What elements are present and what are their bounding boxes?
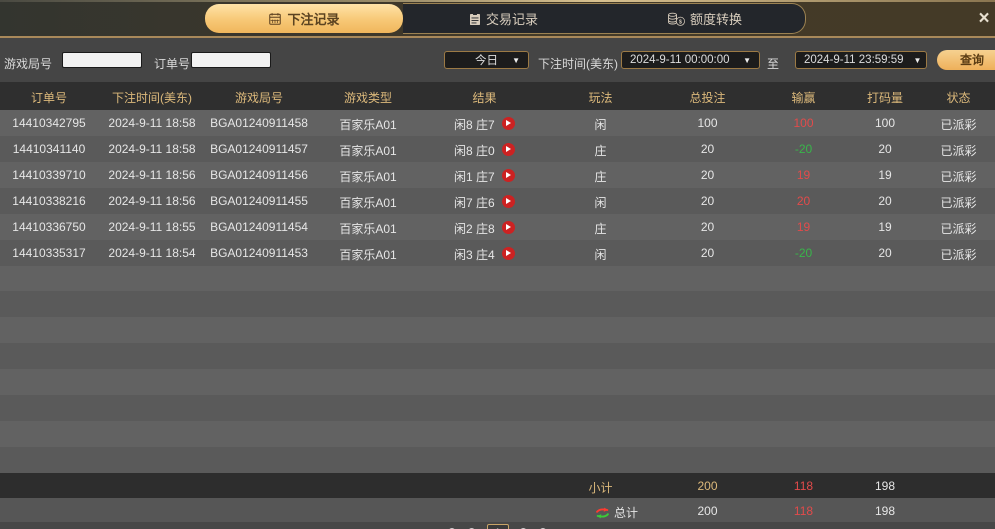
svg-text:$: $ — [679, 19, 682, 25]
